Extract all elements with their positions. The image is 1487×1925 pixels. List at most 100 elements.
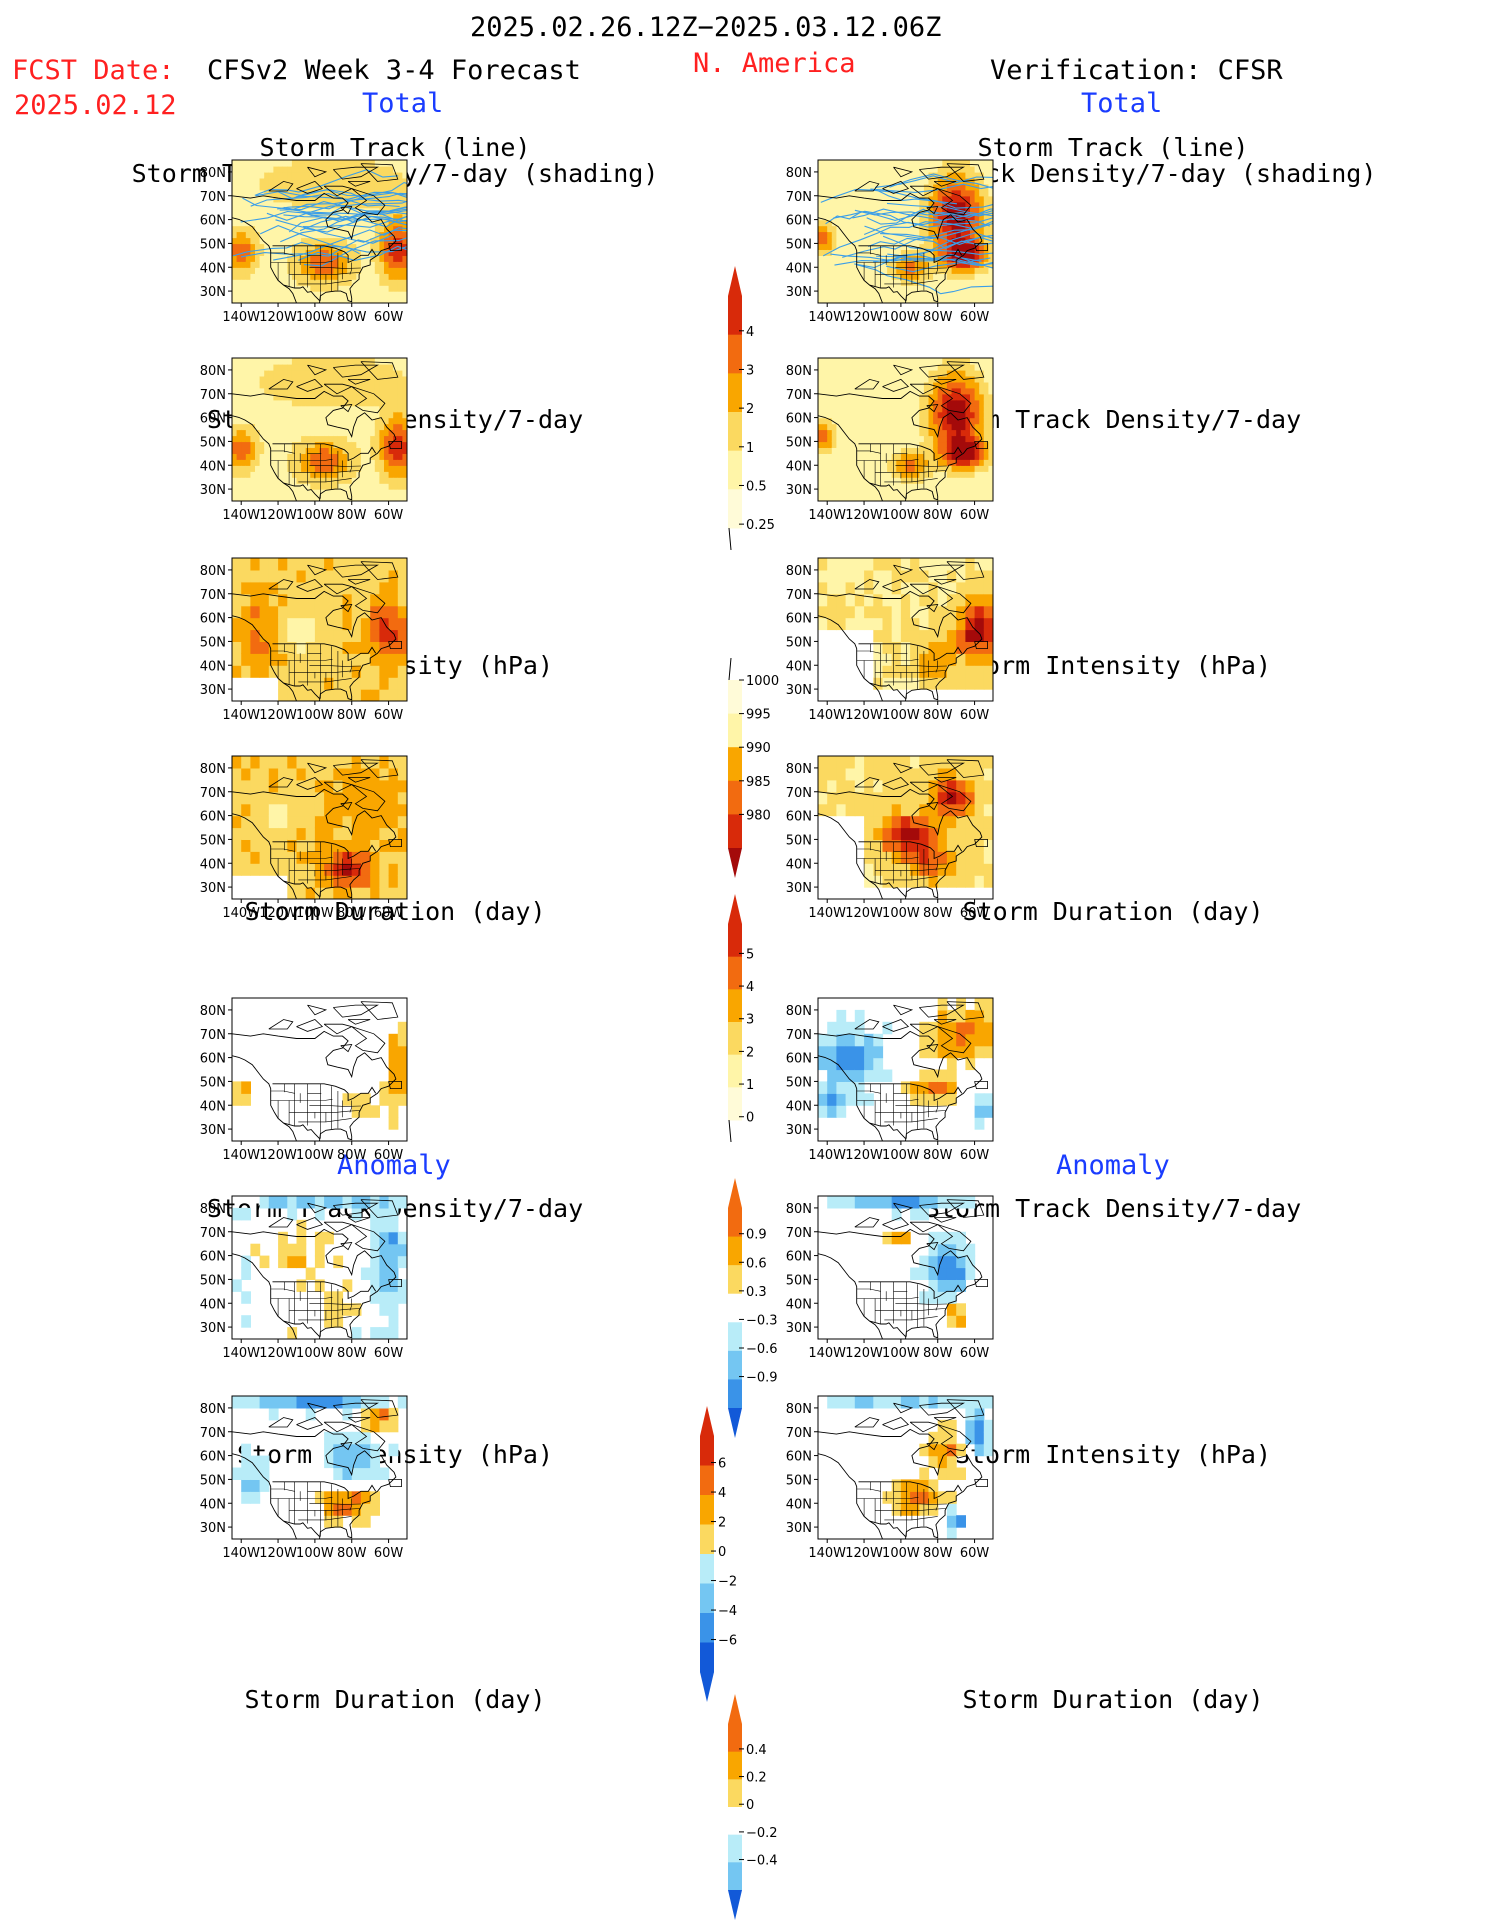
- shading-cell: [268, 477, 274, 484]
- shading-cell: [296, 851, 307, 864]
- shading-cell: [314, 767, 325, 781]
- shading-cell: [882, 593, 893, 607]
- shading-cell: [882, 231, 888, 239]
- shading-cell: [255, 267, 261, 274]
- shading-cell: [365, 423, 371, 431]
- shading-cell: [268, 279, 274, 286]
- shading-cell: [360, 225, 367, 233]
- shading-cell: [379, 863, 390, 876]
- shading-cell: [979, 201, 985, 209]
- shading-cell: [250, 399, 256, 407]
- shading-cell: [374, 417, 380, 425]
- storm-track-line: [882, 235, 993, 255]
- shading-cell: [873, 249, 879, 256]
- shading-cell: [841, 465, 847, 472]
- shading-cell: [859, 459, 865, 466]
- shading-cell: [836, 201, 842, 209]
- shading-cell: [859, 393, 865, 401]
- shading-cell: [370, 605, 380, 619]
- shading-cell: [245, 423, 251, 431]
- shading-cell: [245, 177, 251, 185]
- shading-cell: [914, 435, 920, 443]
- shading-cell: [956, 471, 962, 478]
- shading-cell: [923, 429, 930, 437]
- shading-cell: [873, 160, 879, 167]
- shading-cell: [859, 207, 865, 215]
- shading-cell: [854, 381, 860, 389]
- shading-cell: [255, 358, 261, 365]
- shading-cell: [314, 689, 325, 701]
- shading-cell: [891, 375, 897, 383]
- shading-cell: [232, 569, 242, 583]
- storm-track-line: [856, 264, 993, 295]
- shading-cell: [236, 369, 242, 377]
- shading-cell: [310, 291, 316, 298]
- shading-cell: [960, 189, 966, 197]
- shading-cell: [333, 689, 344, 701]
- shading-cell: [393, 405, 399, 413]
- shading-cell: [384, 231, 390, 239]
- lon-label: 140W: [808, 310, 846, 325]
- shading-cell: [854, 411, 860, 419]
- shading-cell: [896, 387, 902, 395]
- shading-cell: [873, 189, 879, 197]
- shading-cell: [351, 689, 362, 701]
- shading-cell: [365, 213, 371, 221]
- shading-cell: [287, 195, 293, 203]
- shading-cell: [951, 267, 957, 274]
- shading-cell: [296, 177, 302, 185]
- shading-cell: [342, 495, 348, 501]
- shading-cell: [951, 435, 957, 443]
- shading-cell: [232, 387, 238, 395]
- shading-cell: [397, 483, 403, 490]
- shading-cell: [301, 160, 307, 167]
- shading-cell: [882, 815, 893, 829]
- shading-cell: [259, 863, 270, 876]
- shading-cell: [854, 417, 860, 425]
- shading-cell: [388, 297, 394, 303]
- shading-cell: [278, 291, 284, 298]
- shading-cell: [268, 423, 274, 431]
- shading-cell: [365, 171, 371, 179]
- shading-cell: [388, 803, 399, 817]
- shading-cell: [956, 677, 966, 690]
- shading-cell: [296, 447, 302, 454]
- shading-cell: [983, 387, 989, 395]
- shading-cell: [979, 279, 985, 286]
- shading-cell: [845, 261, 851, 268]
- shading-cell: [241, 285, 247, 292]
- shading-cell: [314, 291, 321, 298]
- shading-cell: [314, 267, 321, 274]
- shading-cell: [301, 369, 307, 377]
- state-border: [856, 252, 881, 256]
- shading-cell: [305, 689, 316, 701]
- shading-cell: [979, 441, 985, 448]
- shading-cell: [324, 160, 330, 167]
- shading-cell: [402, 411, 407, 419]
- shading-cell: [951, 243, 957, 250]
- shading-cell: [314, 207, 321, 215]
- shading-cell: [956, 417, 962, 425]
- shading-cell: [379, 665, 390, 678]
- storm-track-line: [866, 208, 993, 225]
- lat-label: 40N: [200, 261, 226, 276]
- shading-cell: [974, 767, 985, 781]
- shading-cell: [397, 429, 403, 437]
- shading-cell: [324, 358, 330, 365]
- shading-cell: [314, 558, 325, 571]
- shading-cell: [864, 375, 870, 383]
- shading-cell: [873, 201, 879, 209]
- shading-cell: [282, 423, 288, 431]
- model-title: CFSv2 Week 3-4 Forecast: [207, 55, 581, 86]
- shading-cell: [397, 495, 403, 501]
- shading-cell: [264, 166, 270, 173]
- shading-cell: [255, 495, 261, 501]
- shading-cell: [287, 369, 293, 377]
- shading-cell: [970, 237, 976, 245]
- shading-cell: [910, 495, 916, 501]
- shading-cell: [946, 381, 953, 389]
- shading-cell: [388, 875, 399, 888]
- shading-cell: [988, 465, 993, 472]
- shading-cell: [337, 291, 344, 298]
- shading-cell: [896, 375, 902, 383]
